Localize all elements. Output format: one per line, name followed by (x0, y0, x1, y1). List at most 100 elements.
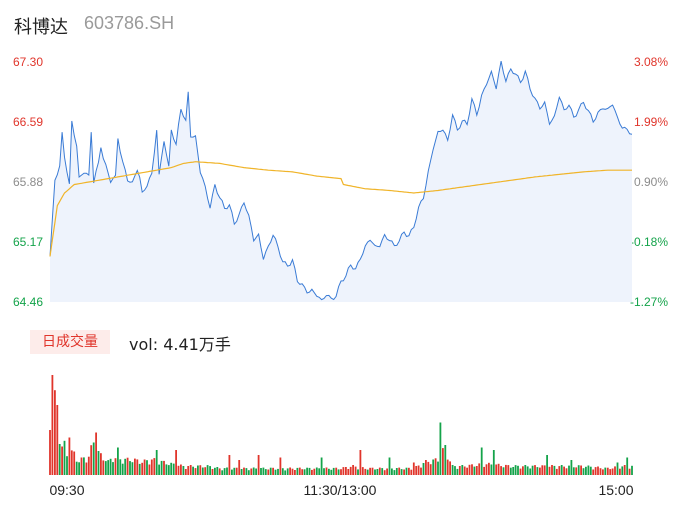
time-axis-labels: 09:30 11:30/13:00 15:00 (49, 482, 633, 498)
volume-bar (87, 456, 90, 475)
volume-bar (555, 468, 558, 475)
volume-bar (226, 467, 228, 475)
volume-bar (141, 462, 144, 475)
volume-bar (340, 469, 342, 475)
volume-bar (107, 460, 110, 475)
volume-bar (391, 468, 393, 475)
volume-bar (594, 467, 597, 475)
volume-bar (577, 465, 580, 475)
volume-bar (619, 468, 621, 475)
volume-bar (546, 455, 548, 475)
volume-bar (104, 461, 107, 475)
volume-bar (335, 467, 338, 475)
time-tick-label: 11:30/13:00 (304, 482, 377, 498)
volume-bar (628, 468, 631, 475)
volume-bar (631, 465, 633, 475)
volume-bar (383, 470, 386, 475)
volume-bar (592, 469, 595, 475)
volume-bar (395, 468, 398, 475)
volume-readout: vol: 4.41万手 (129, 331, 231, 355)
percent-tick-label: 0.90% (634, 175, 668, 189)
volume-bar (269, 467, 272, 475)
percent-tick-label: -0.18% (630, 235, 668, 249)
volume-bar (616, 462, 619, 475)
volume-bar (279, 457, 282, 475)
price-line (49, 61, 633, 301)
volume-bar (167, 465, 170, 475)
volume-bar (621, 466, 624, 475)
volume-bar (587, 465, 590, 475)
volume-bar (572, 467, 575, 475)
volume-bar (602, 469, 604, 475)
daily-volume-tab[interactable]: 日成交量 (30, 330, 110, 354)
volume-bar (495, 464, 498, 475)
volume-bar (412, 462, 415, 475)
volume-bar (429, 464, 432, 475)
volume-bar (543, 465, 546, 475)
volume-bar (480, 447, 483, 475)
volume-bar (117, 447, 119, 475)
volume-bar (497, 463, 500, 475)
volume-bar (119, 459, 122, 475)
volume-bar (102, 460, 105, 475)
time-tick-label: 15:00 (598, 482, 633, 498)
volume-bars (49, 375, 633, 475)
stock-code: 603786.SH (84, 13, 175, 33)
volume-bar (575, 467, 578, 475)
volume-bar (376, 469, 379, 475)
volume-bar (563, 466, 565, 475)
volume-bar (245, 468, 248, 475)
volume-bar (165, 464, 168, 475)
volume-bar (325, 467, 328, 475)
volume-bar (221, 470, 224, 475)
volume-bar (354, 466, 357, 475)
volume-bar (92, 442, 95, 475)
volume-bar (294, 470, 296, 475)
volume-bar (408, 467, 410, 475)
volume-bar (458, 466, 461, 475)
volume-bar (73, 451, 76, 475)
volume-bar (143, 459, 146, 475)
volume-bar (272, 467, 274, 475)
percent-tick-label: -1.27% (630, 295, 668, 309)
volume-bar (301, 469, 304, 475)
stock-name: 科博达 (14, 17, 68, 38)
volume-bar (539, 467, 541, 475)
volume-bar (463, 466, 466, 475)
volume-bar (170, 462, 173, 475)
volume-bar (177, 465, 180, 475)
volume-bar (449, 461, 451, 475)
volume-bar (308, 467, 311, 475)
volume-bar (252, 467, 255, 475)
price-area-fill (50, 61, 632, 302)
volume-bar (582, 468, 585, 475)
volume-bar (126, 457, 129, 475)
volume-bar (439, 422, 442, 475)
volume-bar (534, 465, 536, 475)
volume-bar (100, 453, 102, 475)
volume-bar (286, 468, 289, 475)
volume-bar (160, 460, 163, 475)
volume-bar (597, 466, 599, 475)
volume-bar (235, 467, 238, 475)
volume-bar (359, 450, 362, 475)
volume-bar (378, 467, 381, 475)
volume-bar (332, 467, 335, 475)
volume-bar (485, 464, 488, 475)
volume-bar (192, 466, 194, 475)
volume-bar (410, 469, 413, 475)
volume-bar (264, 469, 267, 475)
volume-bar (214, 467, 216, 475)
volume-bar (68, 437, 71, 475)
volume-bar (56, 405, 59, 475)
volume-bar (437, 461, 439, 475)
volume-bar (175, 450, 177, 475)
volume-bar (357, 469, 359, 475)
volume-bar (364, 468, 367, 475)
volume-bar (337, 469, 340, 475)
volume-bar (114, 458, 117, 475)
volume-bar (90, 445, 93, 475)
volume-bar (66, 456, 68, 475)
volume-readout-label: vol: (129, 335, 159, 354)
